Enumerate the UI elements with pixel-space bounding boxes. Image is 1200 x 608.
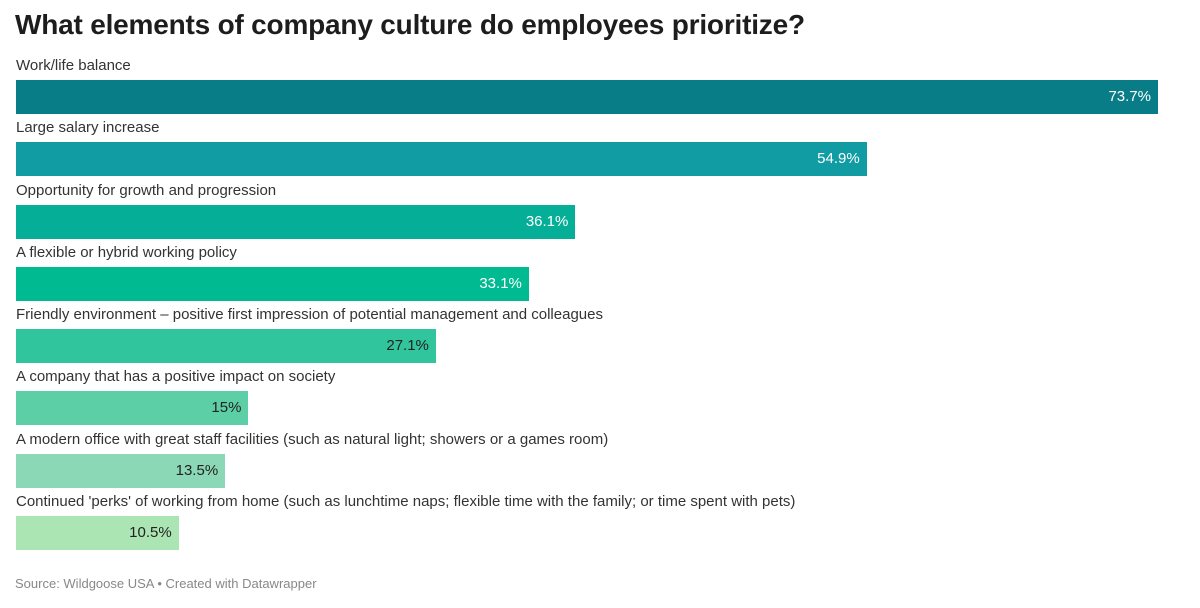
category-label: Work/life balance — [16, 57, 131, 74]
bar-track: 36.1% — [16, 204, 1158, 239]
bar: 13.5% — [16, 453, 226, 488]
bar: 27.1% — [16, 329, 436, 364]
value-label: 27.1% — [386, 337, 429, 355]
bar-chart: Work/life balance 73.7% Large salary incre… — [16, 56, 1158, 554]
bar-row: Friendly environment – positive first im… — [16, 305, 1158, 367]
category-label: Opportunity for growth and progression — [16, 181, 277, 199]
category-label: Continued 'perks' of working from home (… — [16, 493, 796, 511]
bar: 33.1% — [16, 266, 529, 301]
bar-row: Large salary increase 54.9% — [16, 118, 1158, 180]
bar-track: 54.9% — [16, 142, 1158, 177]
bar: 54.9% — [16, 142, 867, 177]
bar-row: Continued 'perks' of working from home (… — [16, 492, 1158, 554]
bar: 15% — [16, 391, 249, 426]
bar-row: Work/life balance 73.7% — [16, 56, 1158, 118]
value-label: 33.1% — [479, 274, 522, 292]
chart-title: What elements of company culture do empl… — [15, 9, 805, 40]
value-label: 15% — [211, 399, 242, 417]
value-label: 73.7% — [1108, 88, 1151, 105]
bar-track: 13.5% — [16, 453, 1158, 488]
category-label: Friendly environment – positive first im… — [16, 306, 603, 324]
bar-row: Opportunity for growth and progression 36… — [16, 181, 1158, 243]
bar: 10.5% — [16, 516, 179, 551]
bar-track: 27.1% — [16, 329, 1158, 364]
bar-row: A modern office with great staff facilit… — [16, 430, 1158, 492]
category-label: Large salary increase — [16, 119, 160, 137]
source-note: Source: Wildgoose USA • Created with Dat… — [15, 576, 317, 591]
bar: 73.7% — [16, 80, 1158, 114]
bar-track: 73.7% — [16, 80, 1158, 114]
value-label: 13.5% — [175, 461, 219, 479]
bar-row: A flexible or hybrid working policy 33.1% — [16, 243, 1158, 305]
category-label: A flexible or hybrid working policy — [16, 243, 237, 261]
bar-track: 10.5% — [16, 516, 1158, 551]
category-label: A modern office with great staff facilit… — [16, 430, 609, 448]
value-label: 54.9% — [817, 150, 860, 168]
value-label: 10.5% — [129, 524, 172, 542]
bar: 36.1% — [16, 204, 576, 239]
value-label: 36.1% — [525, 212, 569, 230]
bar-track: 33.1% — [16, 266, 1158, 301]
bar-track: 15% — [16, 391, 1158, 426]
category-label: A company that has a positive impact on … — [16, 368, 336, 386]
bar-row: A company that has a positive impact on … — [16, 367, 1158, 429]
